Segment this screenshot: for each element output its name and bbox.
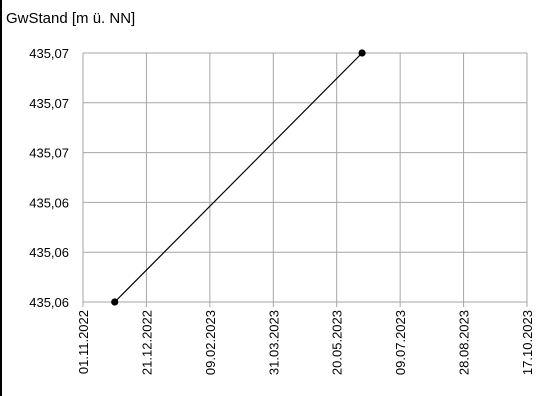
y-tick-label: 435,06 (29, 245, 69, 260)
data-point (111, 298, 119, 306)
x-tick-label: 20.05.2023 (330, 310, 345, 375)
x-tick-label: 21.12.2022 (139, 310, 154, 375)
y-tick-label: 435,07 (29, 46, 69, 61)
y-tick-label: 435,07 (29, 146, 69, 161)
left-border (0, 0, 2, 396)
y-axis-label: GwStand [m ü. NN] (6, 10, 136, 27)
series-line (114, 52, 363, 303)
x-tick-label: 09.02.2023 (203, 310, 218, 375)
x-tick-label: 01.11.2022 (76, 310, 91, 374)
y-tick-label: 435,06 (29, 195, 69, 210)
x-tick-label: 28.08.2023 (457, 310, 472, 375)
x-tick-label: 31.03.2023 (266, 310, 281, 375)
y-tick-label: 435,06 (29, 295, 69, 310)
x-tick-label: 09.07.2023 (393, 310, 408, 375)
data-point (358, 49, 366, 57)
y-tick-label: 435,07 (29, 96, 69, 111)
x-tick-label: 17.10.2023 (520, 310, 535, 375)
